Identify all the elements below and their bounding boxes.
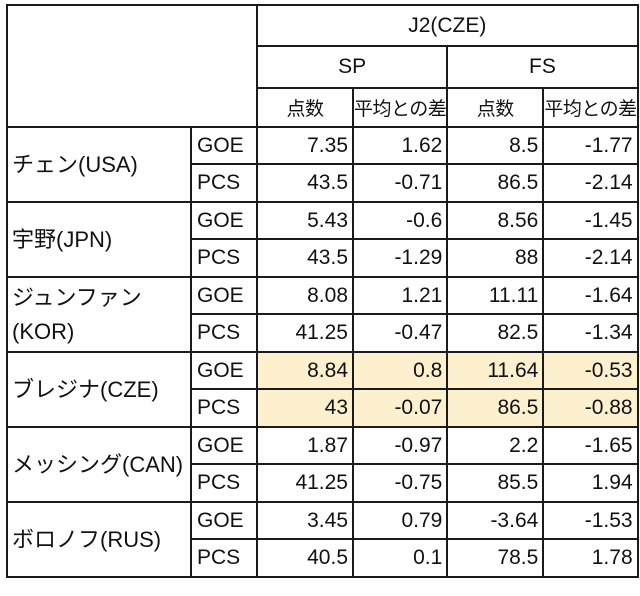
value-cell: 86.5 (446, 163, 545, 203)
value-cell: 82.5 (446, 313, 545, 353)
skater-name: ジュンファン(KOR) (6, 276, 192, 353)
skater-name: ブレジナ(CZE) (6, 351, 192, 428)
metric-label: PCS (190, 313, 258, 353)
value-cell: -1.64 (542, 276, 639, 315)
value-cell: -0.71 (351, 163, 449, 203)
value-cell: 41.25 (256, 313, 354, 353)
subheader-sp-diff: 平均との差 (351, 87, 449, 128)
skater-name: 宇野(JPN) (6, 201, 192, 278)
value-cell: 2.2 (446, 426, 545, 465)
value-cell: -0.97 (351, 426, 449, 465)
subheader-fs-score: 点数 (446, 87, 545, 128)
value-cell: -1.65 (542, 426, 639, 465)
section-header-sp: SP (255, 45, 449, 89)
metric-label: PCS (190, 463, 258, 503)
table-row: ジュンファン(KOR) GOE 8.08 1.21 11.11 -1.64 (6, 276, 639, 353)
table-body: J2(CZE) SP FS 点数 平均との差 点数 平均との差 チェン(USA)… (6, 4, 639, 578)
value-cell: 1.78 (542, 538, 639, 578)
value-cell: 0.1 (351, 538, 449, 578)
value-cell: -0.88 (542, 388, 639, 428)
value-cell: 8.56 (446, 201, 545, 240)
metric-label: PCS (190, 238, 258, 278)
value-cell: 43 (256, 388, 354, 428)
skater-name: ボロノフ(RUS) (6, 501, 192, 578)
value-cell: 0.79 (351, 501, 449, 540)
value-cell: 11.64 (446, 351, 545, 390)
table-row: チェン(USA) GOE 7.35 1.62 8.5 -1.77 (6, 126, 639, 203)
score-table: J2(CZE) SP FS 点数 平均との差 点数 平均との差 チェン(USA)… (6, 4, 639, 578)
metric-label: GOE (190, 126, 258, 165)
judge-header: J2(CZE) (256, 4, 639, 47)
value-cell: 88 (446, 238, 545, 278)
table-row: PCS 41.25 -0.75 85.5 1.94 (7, 463, 639, 503)
value-cell: 8.08 (256, 276, 354, 315)
metric-label: PCS (190, 163, 258, 203)
value-cell: 1.94 (542, 463, 639, 503)
value-cell: -1.45 (542, 201, 639, 240)
subheader-sp-score: 点数 (256, 87, 354, 128)
skater-name: チェン(USA) (6, 126, 192, 203)
value-cell: 43.5 (256, 238, 354, 278)
header-row-subcolumns: 点数 平均との差 点数 平均との差 (7, 87, 639, 128)
metric-label: GOE (190, 276, 258, 315)
value-cell: 40.5 (256, 538, 354, 578)
table-row: メッシング(CAN) GOE 1.87 -0.97 2.2 -1.65 (6, 426, 639, 503)
table-row: ブレジナ(CZE) GOE 8.84 0.8 11.64 -0.53 (6, 351, 639, 428)
skater-name: メッシング(CAN) (6, 426, 192, 503)
value-cell: 8.5 (446, 126, 545, 165)
value-cell: 0.8 (351, 351, 449, 390)
table-row: 宇野(JPN) GOE 5.43 -0.6 8.56 -1.45 (6, 201, 639, 278)
value-cell: -2.14 (542, 163, 639, 203)
value-cell: 41.25 (256, 463, 354, 503)
value-cell: -0.53 (542, 351, 639, 390)
metric-label: GOE (190, 426, 258, 465)
value-cell: 11.11 (446, 276, 545, 315)
value-cell: -1.77 (542, 126, 639, 165)
value-cell: -0.07 (351, 388, 449, 428)
value-cell: -2.14 (542, 238, 639, 278)
value-cell: -0.47 (351, 313, 449, 353)
corner-cell (6, 4, 258, 128)
value-cell: 1.87 (256, 426, 354, 465)
table-row: PCS 43.5 -0.71 86.5 -2.14 (7, 163, 639, 203)
table-row: PCS 40.5 0.1 78.5 1.78 (7, 538, 639, 578)
table-row: PCS 41.25 -0.47 82.5 -1.34 (7, 313, 639, 353)
subheader-fs-diff: 平均との差 (542, 87, 639, 128)
metric-label: GOE (190, 501, 258, 540)
value-cell: 3.45 (256, 501, 354, 540)
value-cell: 1.21 (351, 276, 449, 315)
value-cell: 43.5 (256, 163, 354, 203)
value-cell: 7.35 (256, 126, 354, 165)
value-cell: -1.29 (351, 238, 449, 278)
section-header-fs: FS (446, 45, 639, 89)
value-cell: -0.6 (351, 201, 449, 240)
value-cell: 8.84 (256, 351, 354, 390)
value-cell: 86.5 (446, 388, 545, 428)
value-cell: -1.53 (542, 501, 639, 540)
value-cell: 1.62 (351, 126, 449, 165)
value-cell: 78.5 (446, 538, 545, 578)
table-row: ボロノフ(RUS) GOE 3.45 0.79 -3.64 -1.53 (6, 501, 639, 578)
metric-label: PCS (190, 538, 258, 578)
value-cell: -0.75 (351, 463, 449, 503)
metric-label: GOE (190, 201, 258, 240)
metric-label: GOE (190, 351, 258, 390)
value-cell: 85.5 (446, 463, 545, 503)
value-cell: -1.34 (542, 313, 639, 353)
table-row: PCS 43 -0.07 86.5 -0.88 (7, 388, 639, 428)
header-row-sections: SP FS (7, 45, 639, 89)
value-cell: 5.43 (256, 201, 354, 240)
value-cell: -3.64 (446, 501, 545, 540)
table-row: PCS 43.5 -1.29 88 -2.14 (7, 238, 639, 278)
header-row-judge: J2(CZE) (6, 4, 639, 128)
metric-label: PCS (190, 388, 258, 428)
